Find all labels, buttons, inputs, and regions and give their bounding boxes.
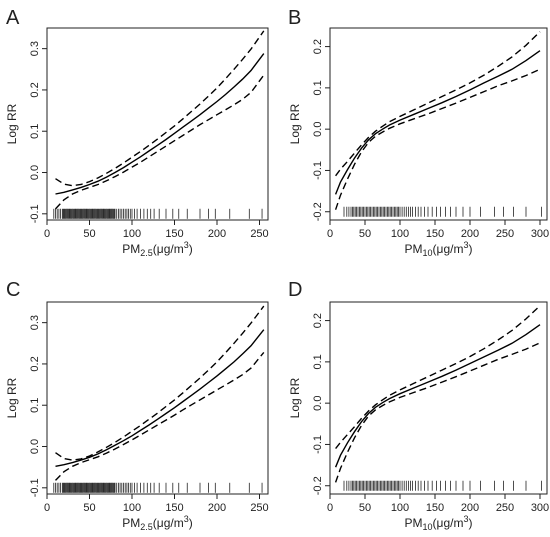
y-tick-label: 0.0 [29, 439, 41, 454]
x-tick-label: 150 [165, 502, 183, 514]
x-tick-label: 300 [531, 502, 549, 514]
y-tick-label: 0.2 [29, 82, 41, 97]
confidence-band-line [335, 305, 541, 450]
x-axis-title: PM10(μg/m3) [405, 240, 473, 258]
panel-d: D 0 50 100 150 200 250 300 -0.2 -0.1 0.0 0.1 0.2 Log … [288, 279, 549, 532]
x-axis-title: PM2.5(μg/m3) [122, 514, 192, 532]
x-axis-title-subscript: 10 [423, 522, 433, 532]
y-axis-title: Log RR [5, 377, 19, 418]
estimate-line [334, 50, 541, 195]
y-tick-label: -0.1 [312, 161, 324, 180]
y-tick-label: 0.1 [29, 398, 41, 413]
x-axis-title: PM2.5(μg/m3) [122, 240, 192, 258]
x-tick-label: 100 [123, 228, 141, 240]
confidence-band-line [334, 68, 541, 210]
x-tick-label: 100 [391, 502, 409, 514]
x-axis-title: PM10(μg/m3) [405, 514, 473, 532]
panel-label: B [288, 7, 301, 29]
x-tick-label: 0 [327, 228, 333, 240]
x-tick-label: 50 [359, 502, 371, 514]
panel-label: D [288, 279, 302, 301]
y-tick-label: 0.2 [29, 356, 41, 371]
y-tick-label: 0.2 [312, 39, 324, 54]
panel-label: C [6, 279, 20, 301]
panel-b: B 0 50 100 150 200 250 300 -0.2 -0.1 0.0 0.1 0.2 Log … [288, 7, 549, 258]
panel-c: C 0 50 100 150 200 250 -0.1 0.0 0.1 0.2 0.3 Log RR PM… [5, 279, 269, 532]
estimate-line [334, 324, 541, 468]
x-tick-label: 150 [165, 228, 183, 240]
x-axis-title-superscript: 3 [463, 240, 468, 250]
x-tick-label: 50 [359, 228, 371, 240]
y-axis-title: Log RR [5, 103, 19, 144]
x-tick-label: 150 [426, 228, 444, 240]
y-tick-label: 0.0 [312, 122, 324, 137]
x-axis-title-unit-close: ) [468, 242, 472, 256]
y-tick-label: 0.3 [29, 41, 41, 56]
y-tick-label: 0.1 [312, 354, 324, 369]
y-tick-label: 0.1 [29, 124, 41, 139]
x-tick-label: 200 [208, 228, 226, 240]
x-axis-title-subscript: 10 [423, 248, 433, 258]
x-axis-title-unit: (μg/m [433, 242, 464, 256]
x-axis-title-superscript: 3 [184, 240, 189, 250]
y-tick-label: 0.1 [312, 80, 324, 95]
y-tick-label: -0.1 [29, 478, 41, 497]
x-tick-label: 250 [496, 502, 514, 514]
panel-a: A 0 50 100 150 200 250 -0.1 0.0 0.1 0.2 0.3 Log RR PM… [5, 7, 269, 258]
x-tick-label: 50 [83, 228, 95, 240]
x-tick-label: 100 [391, 228, 409, 240]
x-axis-title-main: PM [405, 242, 423, 256]
x-tick-label: 300 [531, 228, 549, 240]
x-axis-title-unit-close: ) [468, 516, 472, 530]
y-tick-label: -0.2 [312, 202, 324, 221]
confidence-band-line [55, 305, 265, 461]
confidence-band-line [55, 30, 265, 187]
x-tick-label: 250 [250, 502, 268, 514]
x-tick-label: 100 [123, 502, 141, 514]
x-axis-title-subscript: 2.5 [140, 248, 153, 258]
x-tick-label: 0 [44, 228, 50, 240]
x-tick-label: 0 [44, 502, 50, 514]
x-tick-label: 50 [83, 502, 95, 514]
y-tick-label: 0.0 [29, 165, 41, 180]
x-axis-title-unit: (μg/m [153, 516, 184, 530]
x-axis-title-main: PM [405, 516, 423, 530]
confidence-band-line [334, 342, 541, 483]
x-axis-title-unit-close: ) [189, 516, 193, 530]
confidence-band-line [54, 351, 265, 481]
y-tick-label: -0.1 [312, 435, 324, 454]
x-tick-label: 200 [208, 502, 226, 514]
y-tick-label: 0.0 [312, 396, 324, 411]
x-axis-title-superscript: 3 [463, 514, 468, 524]
x-axis-title-unit: (μg/m [433, 516, 464, 530]
y-tick-label: 0.3 [29, 315, 41, 330]
estimate-line [55, 53, 265, 195]
confidence-band-line [54, 74, 265, 210]
x-axis-title-unit: (μg/m [153, 242, 184, 256]
x-tick-label: 0 [327, 502, 333, 514]
y-tick-label: -0.2 [312, 476, 324, 495]
plot-frame [329, 27, 548, 221]
estimate-line [55, 329, 265, 467]
x-tick-label: 250 [250, 228, 268, 240]
plot-frame [46, 27, 269, 221]
x-tick-label: 250 [496, 228, 514, 240]
plot-frame [46, 301, 269, 495]
x-tick-label: 200 [461, 228, 479, 240]
x-axis-title-main: PM [122, 242, 140, 256]
y-axis-title: Log RR [288, 377, 302, 418]
x-axis-title-superscript: 3 [184, 514, 189, 524]
y-axis-title: Log RR [288, 103, 302, 144]
x-axis-title-unit-close: ) [189, 242, 193, 256]
y-tick-label: -0.1 [29, 204, 41, 223]
plot-frame [329, 301, 548, 495]
x-tick-label: 200 [461, 502, 479, 514]
x-axis-title-subscript: 2.5 [140, 522, 153, 532]
y-tick-label: 0.2 [312, 313, 324, 328]
x-tick-label: 150 [426, 502, 444, 514]
x-axis-title-main: PM [122, 516, 140, 530]
panel-label: A [6, 7, 20, 29]
